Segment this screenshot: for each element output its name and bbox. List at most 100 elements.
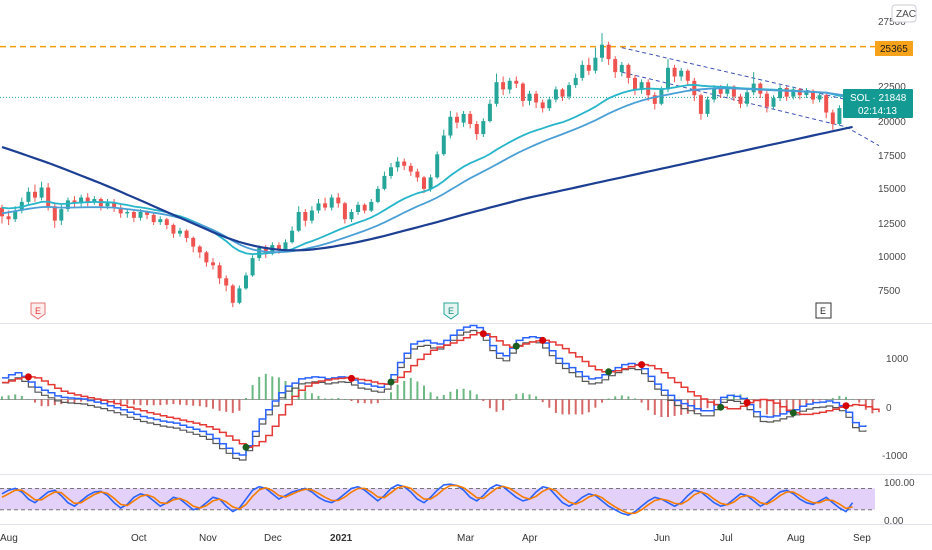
stoch-pane[interactable] [0, 483, 875, 516]
candle-body [527, 93, 532, 101]
candle-body [435, 154, 440, 178]
candle-body [65, 200, 70, 210]
time-tick-label: Oct [131, 533, 147, 544]
candle [336, 193, 341, 208]
macd-histogram-bar [264, 373, 267, 400]
candle-body [633, 77, 637, 90]
candle-body [276, 245, 281, 250]
candle [613, 56, 618, 78]
macd-crossover-dot [717, 403, 725, 411]
macd-histogram-bar [699, 399, 702, 411]
watermark-text: ZAC [896, 9, 916, 20]
price-pane[interactable] [0, 33, 880, 308]
candle-body [138, 212, 143, 218]
macd-histogram-bar [686, 399, 689, 414]
candle-body [481, 121, 486, 135]
macd-histogram-bar [66, 399, 69, 404]
macd-histogram-bar [409, 377, 412, 400]
zac-logo[interactable]: ZAC [891, 4, 917, 23]
macd-pane[interactable] [0, 324, 880, 461]
macd-histogram-bar [845, 396, 847, 400]
candle-body [118, 207, 123, 214]
candle [323, 197, 328, 211]
resistance-price-badge[interactable]: 25365 [875, 41, 913, 56]
macd-histogram-bar [258, 376, 261, 400]
earnings-marker[interactable]: E [815, 302, 832, 319]
candle-body [738, 96, 743, 104]
price-tick-label: 22500 [878, 82, 906, 93]
macd-histogram-bar [225, 399, 228, 412]
candle [118, 204, 123, 218]
stoch-axis[interactable]: 100.00 0.00 [884, 478, 915, 527]
candle [13, 206, 18, 223]
candle-body [303, 212, 308, 221]
macd-histogram-bar [403, 381, 406, 400]
macd-tick-label: 1000 [886, 354, 909, 365]
macd-histogram-bar [601, 399, 603, 403]
last-price-badge[interactable]: SOL · 21848 02:14:13 [843, 89, 913, 118]
macd-histogram-bar [759, 399, 762, 409]
candle-body [804, 90, 809, 96]
candle-body [652, 95, 657, 104]
candle-body [309, 210, 314, 221]
candle [151, 211, 156, 225]
candle [408, 162, 413, 176]
macd-histogram-bar [851, 399, 854, 400]
macd-histogram-bar [179, 399, 181, 405]
macd-tick-label: 0 [886, 403, 892, 414]
macd-histogram-bar [502, 399, 505, 411]
macd-histogram-bar [251, 385, 254, 400]
candle [698, 93, 703, 120]
candle-body [145, 212, 150, 215]
time-axis[interactable]: Aug Oct Nov Dec 2021 Mar Apr Jun Jul Aug… [0, 533, 871, 544]
macd-crossover-dot [24, 373, 32, 381]
macd-histogram-bar [139, 399, 142, 406]
candle [745, 89, 750, 107]
price-axis[interactable]: 27500 22500 20000 17500 15000 12500 1000… [878, 17, 906, 297]
candle-body [356, 204, 361, 212]
time-tick-label: Apr [522, 533, 538, 544]
earnings-marker[interactable]: E [30, 302, 46, 320]
macd-crossover-dot [743, 399, 751, 407]
macd-histogram-bar [535, 396, 538, 400]
macd-histogram-bar [304, 391, 307, 400]
candle-body [52, 206, 57, 221]
candle-body [778, 88, 783, 99]
candle [369, 198, 374, 212]
candle-body [125, 212, 130, 214]
candle [79, 194, 84, 208]
macd-histogram-bar [765, 399, 768, 415]
candle-body [817, 95, 822, 100]
macd-histogram-bar [159, 399, 162, 406]
candle-body [112, 201, 117, 208]
macd-axis[interactable]: 1000 0 -1000 [882, 354, 909, 462]
macd-histogram-bar [291, 386, 294, 400]
candle [784, 86, 789, 101]
candle-body [540, 102, 545, 109]
macd-histogram-bar [317, 395, 320, 400]
candle [520, 82, 525, 107]
price-tick-label: 17500 [878, 151, 906, 162]
price-tick-label: 15000 [878, 184, 906, 195]
candle-body [448, 116, 453, 136]
macd-crossover-dot [539, 336, 547, 344]
macd-histogram-bar [838, 395, 841, 400]
price-tick-label: 27500 [878, 17, 906, 28]
candle-body [455, 116, 459, 123]
candle [705, 96, 710, 117]
macd-histogram-bar [185, 399, 188, 406]
macd-histogram-bar [350, 399, 353, 401]
candle [448, 111, 453, 139]
candle [389, 162, 393, 179]
macd-histogram-bar [568, 399, 571, 415]
candle [837, 105, 842, 126]
macd-histogram-bar [785, 399, 788, 412]
macd-histogram-bar [620, 395, 623, 400]
candle [33, 184, 37, 202]
macd-signal-shadow-line [2, 329, 867, 461]
macd-histogram-bar [310, 393, 313, 400]
candle [487, 99, 492, 123]
earnings-marker[interactable]: E [443, 302, 459, 320]
candle-body [639, 82, 644, 90]
